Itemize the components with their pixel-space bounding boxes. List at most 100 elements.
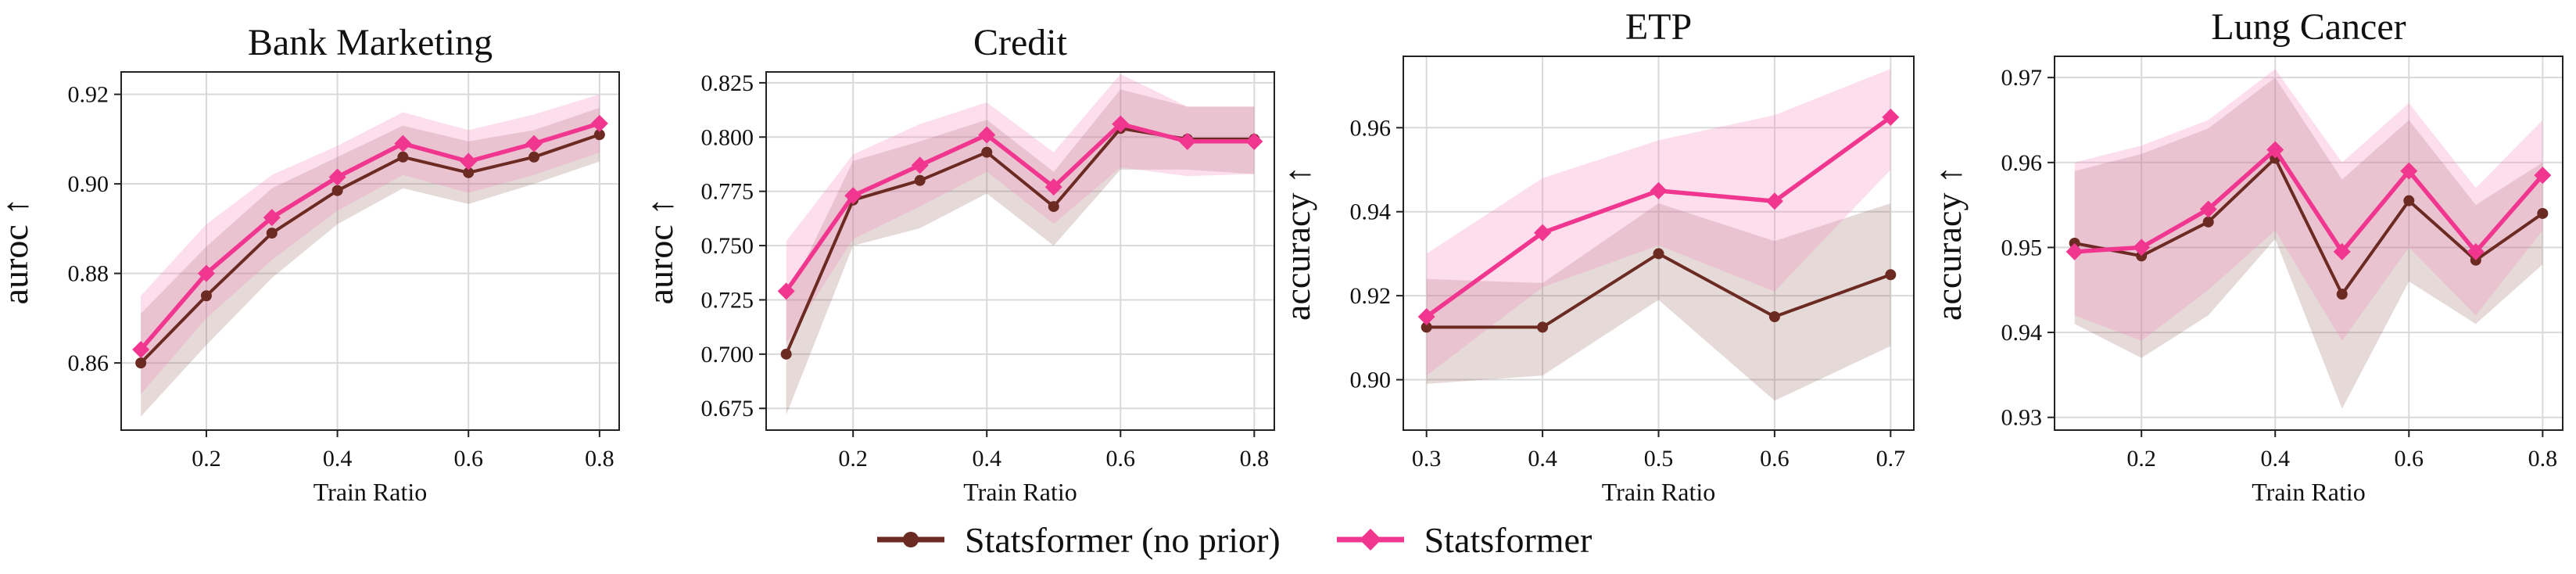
x-tick-label: 0.2 xyxy=(2126,446,2156,472)
y-tick-label: 0.90 xyxy=(1350,368,1392,393)
point-no-prior xyxy=(593,129,605,141)
y-tick-label: 0.675 xyxy=(701,396,754,422)
point-statsformer xyxy=(590,114,608,132)
point-no-prior xyxy=(2202,216,2214,228)
y-tick-label: 0.725 xyxy=(701,287,754,313)
legend: Statsformer (no prior) Statsformer xyxy=(876,516,1646,563)
point-statsformer xyxy=(978,126,996,144)
legend-label-statsformer: Statsformer xyxy=(1424,519,1593,560)
y-tick-label: 0.750 xyxy=(701,233,754,259)
x-axis-label: Train Ratio xyxy=(1602,478,1716,506)
point-statsformer xyxy=(2266,141,2284,159)
point-statsformer xyxy=(1245,132,1263,150)
y-tick-label: 0.88 xyxy=(68,261,109,287)
y-tick-label: 0.92 xyxy=(68,82,109,108)
point-statsformer xyxy=(2534,167,2552,185)
y-tick-label: 0.700 xyxy=(701,342,754,368)
band-statsformer xyxy=(1426,69,1891,376)
point-no-prior xyxy=(1885,269,1897,281)
x-tick-label: 0.3 xyxy=(1412,446,1442,472)
y-tick-label: 0.775 xyxy=(701,179,754,205)
y-axis-label: auroc ↑ xyxy=(640,198,680,305)
point-statsformer xyxy=(460,152,478,170)
x-tick-label: 0.4 xyxy=(972,446,1001,472)
point-no-prior xyxy=(2336,289,2348,300)
point-no-prior xyxy=(1653,248,1664,260)
y-tick-label: 0.94 xyxy=(1350,199,1392,225)
point-no-prior xyxy=(463,167,475,178)
chart-panel-4: 0.2 0.4 0.6 0.8 0.93 0.94 0.95 0.96 0.97 Lung Can… xyxy=(1929,6,2563,506)
y-tick-label: 0.90 xyxy=(68,171,109,197)
point-statsformer xyxy=(2065,242,2083,260)
legend-swatch-no-prior xyxy=(877,532,944,547)
line-no-prior xyxy=(139,133,600,364)
point-statsformer xyxy=(911,156,929,174)
point-statsformer xyxy=(2467,242,2485,260)
y-tick-label: 0.800 xyxy=(701,124,754,150)
point-statsformer xyxy=(844,187,862,205)
point-statsformer xyxy=(2199,200,2217,218)
x-tick-label: 0.8 xyxy=(1240,446,1270,472)
line-statsformer xyxy=(139,121,600,351)
band-statsformer xyxy=(2074,69,2543,341)
point-statsformer xyxy=(394,135,412,152)
plot-frame xyxy=(765,71,1275,431)
point-statsformer xyxy=(2400,162,2418,180)
y-tick-label: 0.95 xyxy=(2001,235,2043,260)
line-statsformer xyxy=(784,121,1255,292)
legend-label-no-prior: Statsformer (no prior) xyxy=(965,519,1281,560)
x-axis-label: Train Ratio xyxy=(313,478,428,506)
legend-item-no-prior: Statsformer (no prior) xyxy=(876,519,1281,561)
x-tick-label: 0.6 xyxy=(453,446,483,472)
legend-swatch-statsformer xyxy=(1336,529,1404,551)
point-statsformer xyxy=(328,168,346,186)
y-axis-label: accuracy ↑ xyxy=(1277,166,1317,321)
x-tick-label: 0.8 xyxy=(585,446,614,472)
y-tick-label: 0.97 xyxy=(2001,65,2043,91)
x-tick-label: 0.4 xyxy=(323,446,353,472)
chart-title: ETP xyxy=(1625,6,1692,48)
point-statsformer xyxy=(1534,224,1552,242)
x-tick-label: 0.2 xyxy=(838,446,868,472)
x-tick-label: 0.8 xyxy=(2528,446,2558,472)
point-no-prior xyxy=(2403,195,2415,206)
y-axis-label: auroc ↑ xyxy=(0,198,35,305)
point-no-prior xyxy=(1048,201,1059,213)
y-tick-label: 0.93 xyxy=(2001,405,2043,431)
point-no-prior xyxy=(528,151,540,163)
chart-title: Credit xyxy=(973,22,1068,63)
line-statsformer xyxy=(2074,147,2545,254)
point-no-prior xyxy=(914,174,926,186)
point-statsformer xyxy=(1650,181,1668,199)
band-no-prior xyxy=(141,107,600,417)
band-no-prior xyxy=(2074,77,2543,409)
point-no-prior xyxy=(266,228,278,239)
point-no-prior xyxy=(981,146,993,158)
point-statsformer xyxy=(197,264,215,282)
legend-item-statsformer: Statsformer xyxy=(1335,519,1593,561)
chart-panel-3: 0.3 0.4 0.5 0.6 0.7 0.90 0.92 0.94 0.96 ETP Train … xyxy=(1277,6,1915,506)
x-tick-label: 0.2 xyxy=(192,446,221,472)
point-statsformer xyxy=(263,209,281,227)
point-no-prior xyxy=(2537,207,2549,219)
y-tick-label: 0.96 xyxy=(1350,115,1392,141)
point-statsformer xyxy=(2333,242,2351,260)
y-tick-label: 0.94 xyxy=(2001,320,2043,346)
chart-panel-1: 0.2 0.4 0.6 0.8 0.86 0.88 0.90 0.92 Bank Marketi… xyxy=(0,22,620,506)
point-no-prior xyxy=(1768,310,1780,322)
x-tick-label: 0.7 xyxy=(1876,446,1906,472)
x-tick-label: 0.6 xyxy=(1106,446,1136,472)
chart-title: Lung Cancer xyxy=(2211,6,2406,48)
chart-title: Bank Marketing xyxy=(248,22,493,63)
band-no-prior xyxy=(1426,203,1891,401)
point-no-prior xyxy=(397,151,409,163)
x-tick-label: 0.6 xyxy=(1760,446,1790,472)
plot-frame xyxy=(120,71,620,431)
x-tick-label: 0.4 xyxy=(1528,446,1557,472)
chart-panel-2: 0.2 0.4 0.6 0.8 0.675 0.700 0.725 0.750 0.775 0.8… xyxy=(640,22,1275,506)
point-statsformer xyxy=(1178,132,1196,150)
x-tick-label: 0.5 xyxy=(1644,446,1674,472)
point-no-prior xyxy=(1421,321,1432,333)
point-statsformer xyxy=(777,282,795,300)
